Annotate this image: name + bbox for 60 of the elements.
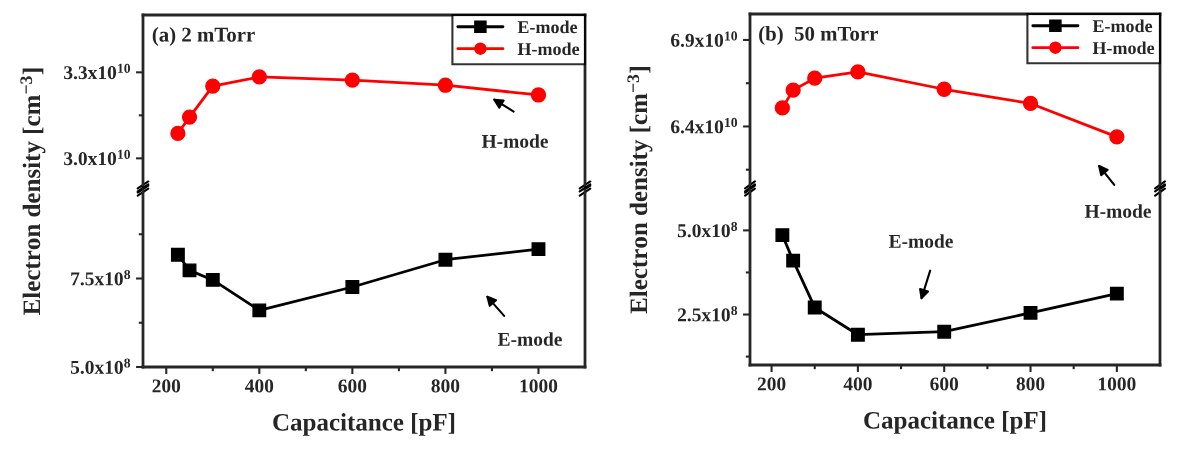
point xyxy=(170,247,185,262)
point xyxy=(438,252,453,267)
point xyxy=(531,242,546,257)
point xyxy=(937,324,952,339)
annotation: H-mode xyxy=(481,134,548,148)
annotation: H-mode xyxy=(1084,204,1151,218)
legend-label: H-mode xyxy=(517,42,580,56)
x-tick-label: 400 xyxy=(843,377,872,391)
point xyxy=(181,109,198,125)
point xyxy=(1109,286,1124,301)
point xyxy=(1023,305,1038,320)
point xyxy=(1022,95,1039,112)
x-axis-title: Capacitance [pF] xyxy=(864,411,1046,434)
x-tick-label: 200 xyxy=(152,379,181,393)
x-tick-label: 200 xyxy=(757,377,786,391)
x-tick-label: 600 xyxy=(338,379,367,393)
point xyxy=(251,69,267,85)
y-tick-label: 7.5x10$^{8}$ xyxy=(71,269,131,286)
point xyxy=(170,125,186,142)
point xyxy=(786,253,801,268)
legend-label: E-mode xyxy=(1092,19,1153,33)
annotation: E-mode xyxy=(497,332,562,346)
x-tick-label: 800 xyxy=(431,379,460,393)
y-axis-title: Electron density [cm$^{−3}$] xyxy=(627,67,653,314)
y-tick-label: 6.9x10$^{10}$ xyxy=(671,31,738,47)
x-axis-title: Capacitance [pF] xyxy=(273,413,455,436)
point xyxy=(775,228,790,243)
y-axis-title: Electron density [cm$^{−3}$] xyxy=(20,68,46,315)
point xyxy=(774,100,791,116)
point xyxy=(850,64,866,80)
point xyxy=(530,87,547,103)
point xyxy=(785,82,801,98)
legend-label: E-mode xyxy=(517,20,578,34)
y-tick-label: 3.0x10$^{10}$ xyxy=(64,149,131,166)
point xyxy=(850,327,865,342)
y-tick-label: 5.0x10$^{8}$ xyxy=(70,358,131,374)
point xyxy=(936,81,952,97)
point xyxy=(807,300,822,315)
annotation: (b) 50 mTorr xyxy=(759,26,878,45)
annotation: (a) 2 mTorr xyxy=(152,27,255,46)
y-tick-label: 5.0x10$^{8}$ xyxy=(677,221,738,238)
point xyxy=(205,78,221,94)
annotation: E-mode xyxy=(888,234,953,248)
point xyxy=(1109,129,1125,145)
x-tick-label: 1000 xyxy=(520,379,558,393)
point xyxy=(345,280,360,294)
x-tick-label: 800 xyxy=(1016,377,1045,391)
legend-label: H-mode xyxy=(1092,41,1155,55)
y-tick-label: 6.4x10$^{10}$ xyxy=(671,117,738,134)
y-tick-label: 3.3x10$^{10}$ xyxy=(64,63,131,80)
point xyxy=(344,72,361,88)
x-tick-label: 600 xyxy=(930,377,959,391)
point xyxy=(252,303,267,318)
point xyxy=(437,77,454,93)
point xyxy=(182,263,197,278)
x-tick-label: 1000 xyxy=(1098,377,1136,391)
y-tick-label: 2.5x10$^{8}$ xyxy=(677,305,738,322)
point xyxy=(807,70,823,86)
point xyxy=(205,272,220,287)
x-tick-label: 400 xyxy=(245,379,274,393)
